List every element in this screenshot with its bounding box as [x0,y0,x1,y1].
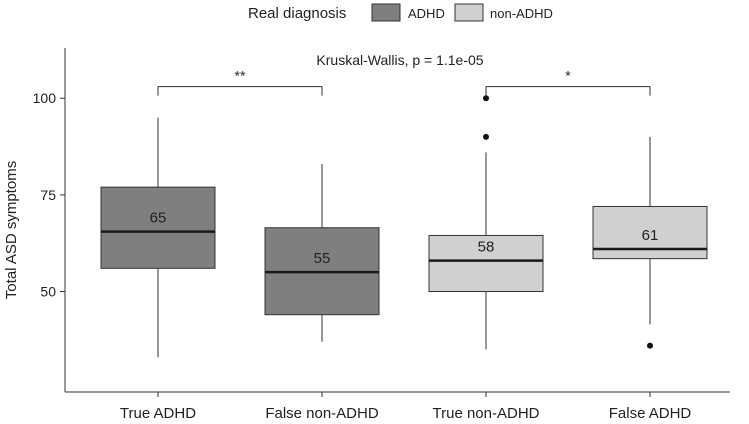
significance-bracket [485,86,651,96]
box-value-label: 55 [314,250,331,267]
legend-swatch-non-adhd [454,3,484,22]
box-value-label: 61 [642,227,659,244]
legend: Real diagnosis ADHD non-ADHD [248,3,553,22]
significance-bracket [157,86,323,96]
y-tick-label: 75 [40,187,56,203]
outlier-point [647,342,653,349]
box-iqr [428,234,544,293]
legend-label-adhd: ADHD [408,6,445,21]
outlier-point [483,95,489,102]
x-tick-label: False ADHD [609,405,692,422]
y-axis-label: Total ASD symptoms [3,161,20,299]
y-tick-label: 50 [40,284,56,300]
y-tick-label: 100 [33,90,57,106]
legend-label-non-adhd: non-ADHD [490,6,553,21]
outlier-point [483,133,489,140]
legend-swatch-adhd [371,3,401,22]
box-value-label: 58 [478,239,495,256]
significance-label: ** [235,68,246,84]
x-tick-label: True ADHD [120,405,196,422]
x-tick-label: True non-ADHD [433,405,540,422]
x-tick-label: False non-ADHD [265,405,379,422]
significance-label: * [565,68,571,84]
box-iqr [100,186,216,269]
legend-title: Real diagnosis [248,5,346,22]
kruskal-wallis-annotation: Kruskal-Wallis, p = 1.1e-05 [316,52,483,68]
box-value-label: 65 [150,210,167,227]
